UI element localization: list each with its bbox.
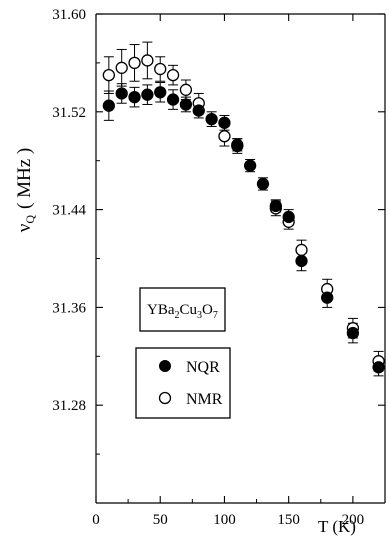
legend-box [135, 347, 231, 419]
y-axis-title: νQ ( MHz ) [14, 148, 37, 232]
x-tick-label: 0 [92, 512, 100, 528]
legend-label-nqr: NQR [186, 359, 220, 376]
y-tick-label: 31.36 [52, 300, 86, 316]
data-point-nmr [179, 83, 193, 96]
x-tick-label: 150 [277, 512, 300, 528]
data-point-nqr [321, 291, 334, 304]
compound-label: YBa2Cu3O7 [147, 302, 218, 321]
y-tick-label: 31.52 [52, 105, 86, 121]
y-axis-title-symbol: ν [14, 223, 35, 232]
data-point-nmr [102, 68, 115, 82]
data-point-nqr [269, 199, 282, 213]
data-point-nqr [115, 87, 128, 100]
x-tick-label: 100 [213, 512, 236, 528]
data-point-nqr [295, 254, 308, 268]
data-point-nqr [256, 177, 270, 191]
y-tick-label: 31.44 [52, 203, 86, 219]
data-markers [102, 54, 385, 374]
legend-marker-nmr [158, 391, 172, 405]
legend: NQR NMR [135, 347, 231, 419]
data-point-nqr [179, 98, 193, 111]
data-point-nqr [166, 93, 180, 106]
data-point-nqr [372, 361, 385, 374]
data-point-nmr [128, 56, 141, 70]
data-point-nqr [141, 88, 154, 101]
axis-ticks: 0 50 100 150 200 31.28 31.36 31.44 31.52 31.60 [52, 7, 385, 528]
legend-label-nmr: NMR [186, 391, 223, 408]
x-tick-label: 50 [153, 512, 168, 528]
data-point-nmr [115, 61, 128, 74]
y-axis-title-subscript: Q [23, 215, 37, 224]
x-tick-label: 200 [342, 512, 365, 528]
data-point-nqr [218, 116, 231, 129]
data-point-nqr [231, 138, 244, 151]
data-point-nqr [192, 104, 205, 117]
compound-label-box: YBa2Cu3O7 [139, 287, 226, 332]
data-point-nqr [205, 112, 218, 126]
data-point-nqr [282, 210, 295, 224]
x-axis-title: T (K) [318, 517, 356, 536]
data-point-nqr [128, 90, 141, 104]
data-point-nqr [243, 159, 257, 172]
legend-marker-nqr [159, 360, 171, 372]
y-tick-label: 31.28 [52, 398, 86, 414]
data-point-nmr [141, 54, 154, 67]
data-point-nqr [346, 326, 360, 340]
data-point-nmr [154, 62, 167, 76]
data-point-nmr [166, 68, 180, 82]
data-point-nqr [102, 99, 115, 112]
y-tick-label: 31.60 [52, 7, 86, 23]
y-axis-title-unit: ( MHz ) [14, 148, 35, 209]
data-point-nmr [295, 243, 308, 257]
data-point-nqr [154, 86, 167, 99]
data-point-nmr [218, 130, 231, 143]
